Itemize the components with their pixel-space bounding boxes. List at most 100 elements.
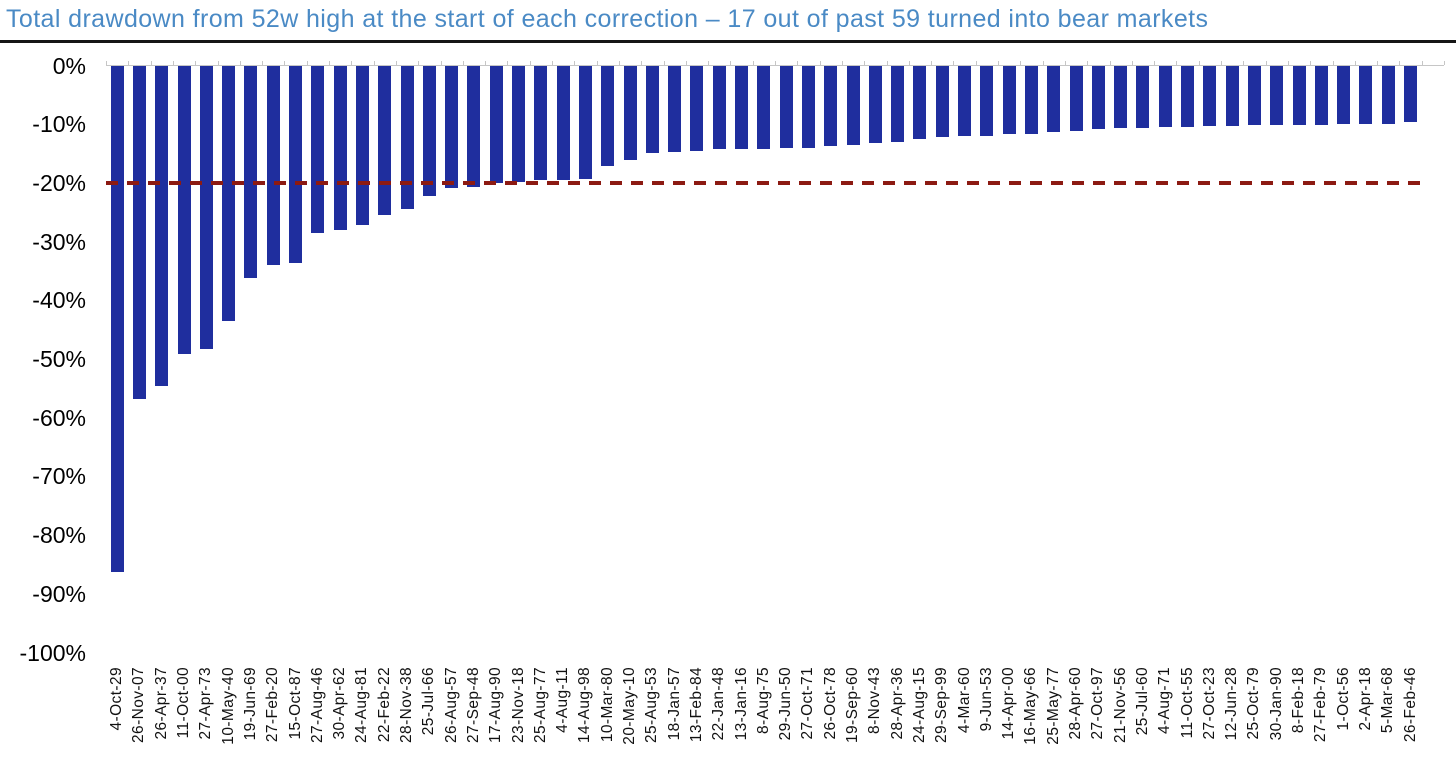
x-axis-tick bbox=[306, 61, 308, 65]
bar bbox=[1337, 66, 1351, 125]
x-axis-label: 26-Apr-37 bbox=[152, 667, 170, 740]
y-axis-label: -60% bbox=[32, 404, 86, 431]
bar bbox=[757, 66, 771, 149]
y-axis-label: 0% bbox=[52, 52, 86, 79]
x-axis-label: 15-Oct-87 bbox=[286, 667, 304, 740]
x-axis-tick bbox=[507, 61, 509, 65]
x-axis-tick bbox=[775, 61, 776, 65]
x-axis-label: 20-May-10 bbox=[621, 667, 639, 745]
x-axis-label: 5-Mar-68 bbox=[1379, 667, 1397, 734]
bar bbox=[1203, 66, 1217, 127]
bar bbox=[980, 66, 994, 136]
bar bbox=[534, 66, 548, 180]
bar bbox=[400, 66, 414, 209]
bar bbox=[266, 66, 280, 265]
bar bbox=[222, 66, 236, 321]
bar bbox=[1292, 66, 1306, 125]
bar bbox=[735, 66, 749, 150]
x-axis-tick bbox=[1064, 61, 1066, 65]
x-axis-label: 30-Jan-90 bbox=[1267, 667, 1285, 741]
bar bbox=[110, 66, 124, 572]
bar bbox=[445, 66, 459, 188]
x-axis-label: 21-Nov-56 bbox=[1111, 667, 1129, 743]
x-axis-label: 17-Aug-90 bbox=[487, 667, 505, 743]
bar bbox=[244, 66, 258, 278]
bar bbox=[712, 66, 726, 150]
x-axis-tick bbox=[975, 61, 977, 65]
bar bbox=[1114, 66, 1128, 129]
bar bbox=[1158, 66, 1172, 128]
x-axis-label: 25-Jul-60 bbox=[1133, 667, 1151, 736]
x-axis-label: 2-Apr-18 bbox=[1356, 667, 1374, 731]
bar bbox=[1024, 66, 1038, 134]
x-axis-tick bbox=[485, 61, 487, 65]
y-axis-label: -50% bbox=[32, 346, 86, 372]
x-axis-tick bbox=[172, 61, 174, 65]
x-axis-tick bbox=[1087, 61, 1089, 65]
bar bbox=[1247, 66, 1261, 126]
x-axis-tick bbox=[529, 61, 531, 65]
bar bbox=[155, 66, 169, 386]
x-axis-tick bbox=[284, 61, 286, 65]
x-axis-label: 16-May-66 bbox=[1022, 667, 1040, 745]
bar bbox=[1359, 66, 1373, 124]
bar bbox=[467, 66, 481, 187]
x-axis-tick bbox=[1243, 61, 1245, 65]
y-axis-label: -90% bbox=[32, 580, 86, 607]
x-axis-tick bbox=[150, 61, 152, 65]
bar bbox=[556, 66, 570, 180]
x-axis-label: 28-Apr-36 bbox=[888, 667, 906, 740]
x-axis-label: 11-Oct-00 bbox=[175, 667, 193, 739]
x-axis-tick bbox=[1399, 61, 1401, 65]
x-axis-label: 29-Jun-50 bbox=[777, 667, 795, 741]
x-axis-tick bbox=[462, 61, 464, 65]
x-axis-label: 4-Mar-60 bbox=[955, 667, 973, 734]
x-axis-tick bbox=[1154, 61, 1156, 65]
x-axis-label: 25-Aug-53 bbox=[643, 667, 661, 743]
y-axis-label: -10% bbox=[32, 111, 86, 138]
bar bbox=[846, 66, 860, 145]
x-axis-label: 23-Nov-18 bbox=[509, 667, 527, 743]
x-axis-tick bbox=[373, 61, 375, 65]
bar bbox=[1314, 66, 1328, 125]
y-axis-label: -80% bbox=[32, 522, 86, 549]
x-axis-label: 27-Feb-20 bbox=[264, 667, 282, 743]
x-axis-label: 24-Aug-81 bbox=[353, 667, 371, 743]
x-axis-label: 27-Oct-71 bbox=[799, 667, 817, 740]
x-axis-label: 9-Jun-53 bbox=[977, 667, 995, 732]
x-axis-label: 26-Feb-46 bbox=[1401, 667, 1419, 743]
x-axis-label: 4-Aug-11 bbox=[554, 667, 572, 733]
y-axis-label: -40% bbox=[32, 287, 86, 314]
bar bbox=[1381, 66, 1395, 124]
x-axis-tick bbox=[1020, 61, 1022, 65]
bar bbox=[645, 66, 659, 153]
x-axis-label: 14-Aug-98 bbox=[576, 667, 594, 743]
bar bbox=[177, 66, 191, 355]
x-axis-tick bbox=[797, 61, 799, 65]
x-axis-tick bbox=[1421, 61, 1423, 65]
x-axis-label: 27-Feb-79 bbox=[1312, 667, 1330, 743]
x-axis-label: 26-Nov-07 bbox=[130, 667, 148, 743]
x-axis-tick bbox=[329, 61, 330, 65]
x-axis-label: 4-Aug-71 bbox=[1156, 667, 1174, 734]
x-axis-tick bbox=[1444, 61, 1445, 65]
x-axis-label: 27-Sep-48 bbox=[464, 667, 482, 743]
x-axis-tick bbox=[1332, 61, 1334, 65]
bar bbox=[868, 66, 882, 143]
x-axis-tick bbox=[351, 61, 353, 65]
x-axis-label: 1-Oct-56 bbox=[1334, 667, 1352, 731]
x-axis-label: 8-Feb-18 bbox=[1290, 667, 1308, 734]
x-axis-tick bbox=[552, 61, 553, 65]
x-axis-tick bbox=[418, 61, 420, 65]
x-axis-label: 28-Apr-60 bbox=[1067, 667, 1085, 740]
x-axis-tick bbox=[1176, 61, 1178, 65]
bar bbox=[378, 66, 392, 216]
bar bbox=[1091, 66, 1105, 130]
bar bbox=[1136, 66, 1150, 129]
x-axis-tick bbox=[641, 61, 643, 65]
x-axis-tick bbox=[1131, 61, 1133, 65]
x-axis-tick bbox=[841, 61, 843, 65]
x-axis-label: 26-Oct-78 bbox=[821, 667, 839, 740]
